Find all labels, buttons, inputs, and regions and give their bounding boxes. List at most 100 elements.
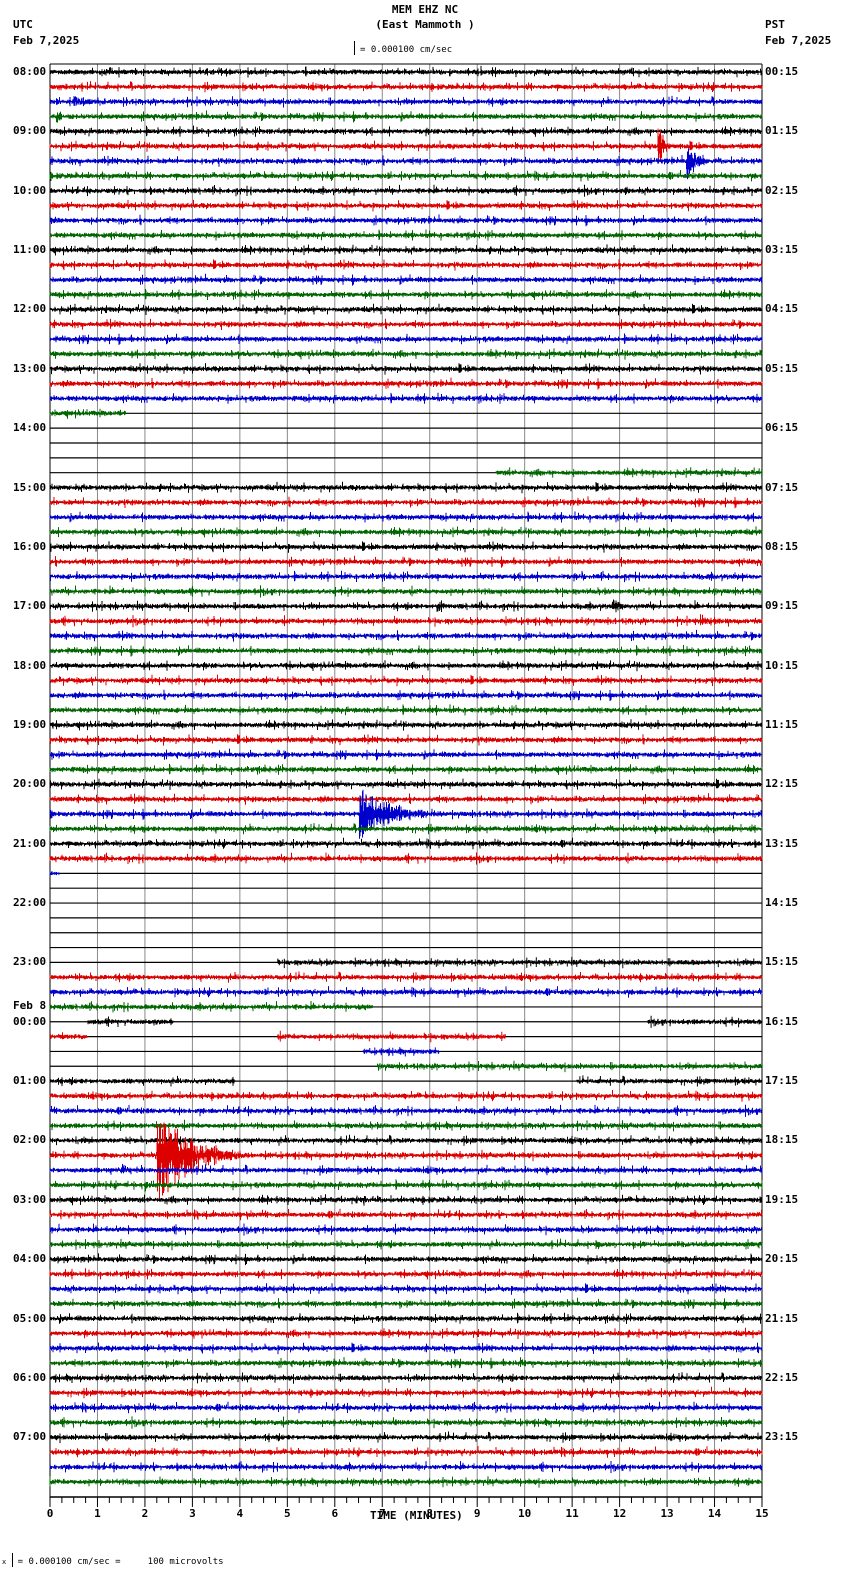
- utc-time-label: 23:00: [13, 955, 47, 969]
- pst-time-label: 17:15: [765, 1074, 799, 1088]
- trace-signal: [362, 1047, 440, 1057]
- trace-signal: [49, 244, 763, 256]
- trace-signal: [49, 169, 763, 182]
- pst-time-label: 19:15: [765, 1192, 799, 1206]
- trace-signal: [277, 1030, 506, 1043]
- utc-time-label: 09:00: [13, 124, 47, 138]
- trace-signal: [377, 1060, 762, 1073]
- utc-time-label: 21:00: [13, 836, 47, 850]
- x-tick-label: 13: [660, 1507, 673, 1520]
- trace-signal: [49, 1090, 763, 1102]
- x-tick-label: 10: [518, 1507, 531, 1520]
- utc-time-label: 01:00: [13, 1074, 47, 1088]
- utc-time-label: 04:00: [13, 1252, 47, 1266]
- date-change-label: Feb 8: [13, 998, 47, 1012]
- pst-time-label: 05:15: [765, 361, 799, 375]
- trace-signal: [495, 467, 763, 479]
- x-tick-label: 15: [755, 1507, 768, 1520]
- utc-time-label: 15:00: [13, 480, 47, 494]
- scale-indicator: = 0.000100 cm/sec: [352, 38, 452, 56]
- trace-signal: [49, 303, 763, 316]
- trace-signal: [49, 1253, 763, 1266]
- trace-signal: [49, 778, 763, 791]
- x-tick-label: 12: [613, 1507, 626, 1520]
- trace-signal: [49, 511, 763, 523]
- trace-signal: [49, 1075, 236, 1087]
- trace-signal: [49, 1032, 88, 1040]
- trace-signal: [49, 1461, 763, 1474]
- station-title: MEM EHZ NC: [391, 3, 459, 16]
- pst-time-label: 23:15: [765, 1430, 799, 1444]
- trace-signal: [576, 1075, 763, 1087]
- trace-signal: [49, 614, 763, 628]
- trace-signal: [49, 1312, 763, 1324]
- trace-signal: [49, 95, 763, 108]
- trace-signal: [49, 125, 763, 137]
- trace-signal: [49, 789, 763, 839]
- pst-time-label: 14:15: [765, 896, 799, 910]
- utc-time-label: 16:00: [13, 539, 47, 553]
- trace-signal: [49, 660, 763, 672]
- pst-time-label: 04:15: [765, 302, 799, 316]
- pst-time-label: 15:15: [765, 955, 799, 969]
- utc-time-label: 00:00: [13, 1014, 47, 1028]
- trace-signal: [49, 259, 763, 271]
- scale-bar-icon: [354, 41, 360, 55]
- trace-signal: [49, 1401, 763, 1414]
- trace-signal: [49, 1194, 763, 1206]
- trace-signal: [49, 318, 763, 330]
- pst-time-label: 16:15: [765, 1014, 799, 1028]
- trace-signal: [49, 852, 763, 865]
- trace-signal: [49, 526, 763, 538]
- utc-time-label: 02:00: [13, 1133, 47, 1147]
- trace-signal: [49, 645, 763, 657]
- utc-time-label: 18:00: [13, 658, 47, 672]
- utc-time-label: 14:00: [13, 421, 47, 435]
- trace-signal: [49, 148, 763, 180]
- footer-scale: x = 0.000100 cm/sec = 100 microvolts: [2, 1550, 224, 1568]
- left-date: Feb 7,2025: [13, 34, 80, 47]
- pst-time-label: 02:15: [765, 183, 799, 197]
- trace-signal: [49, 1386, 763, 1399]
- x-tick-label: 0: [47, 1507, 54, 1520]
- x-tick-label: 9: [474, 1507, 481, 1520]
- trace-signal: [49, 481, 763, 494]
- utc-time-label: 22:00: [13, 896, 47, 910]
- pst-time-label: 10:15: [765, 658, 799, 672]
- trace-signal: [49, 1297, 763, 1310]
- x-tick-label: 3: [189, 1507, 196, 1520]
- trace-signal: [49, 128, 763, 163]
- trace-signal: [49, 704, 763, 716]
- utc-time-label: 07:00: [13, 1430, 47, 1444]
- trace-signal: [87, 1016, 174, 1027]
- pst-time-label: 21:15: [765, 1311, 799, 1325]
- right-date: Feb 7,2025: [765, 34, 832, 47]
- trace-signal: [49, 1327, 763, 1339]
- x-tick-label: 5: [284, 1507, 291, 1520]
- trace-signal: [49, 1431, 763, 1444]
- trace-signal: [49, 348, 763, 360]
- trace-signal: [49, 823, 763, 835]
- x-tick-label: 7: [379, 1507, 386, 1520]
- trace-signal: [49, 599, 763, 613]
- pst-time-label: 18:15: [765, 1133, 799, 1147]
- trace-signal: [49, 1416, 763, 1429]
- trace-signal: [49, 1001, 373, 1013]
- trace-signal: [49, 629, 763, 642]
- station-location: (East Mammoth ): [375, 18, 475, 31]
- trace-signal: [49, 1164, 763, 1176]
- left-timezone: UTC: [13, 18, 33, 31]
- pst-time-label: 08:15: [765, 539, 799, 553]
- utc-time-label: 13:00: [13, 361, 47, 375]
- trace-signal: [49, 333, 763, 345]
- x-tick-label: 14: [708, 1507, 722, 1520]
- trace-signal: [49, 793, 763, 805]
- trace-signal: [49, 1372, 763, 1384]
- trace-signal: [49, 871, 60, 876]
- pst-time-label: 09:15: [765, 599, 799, 613]
- x-tick-label: 2: [142, 1507, 149, 1520]
- pst-time-label: 12:15: [765, 777, 799, 791]
- trace-signal: [49, 748, 763, 761]
- trace-signal: [49, 1268, 763, 1280]
